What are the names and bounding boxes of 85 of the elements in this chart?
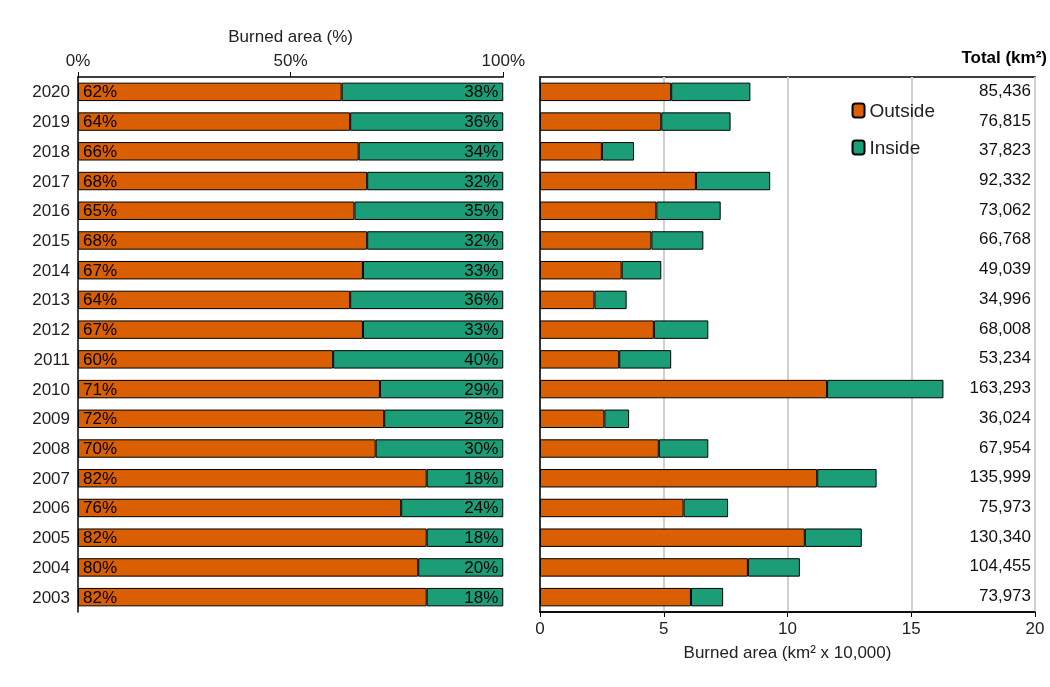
data-label: 68% — [83, 230, 118, 250]
y-tick-label: 2007 — [32, 468, 70, 488]
x-tick-label: 20 — [1025, 619, 1045, 638]
y-tick-label: 2008 — [32, 439, 70, 459]
y-tick-label: 2019 — [32, 112, 70, 132]
y-tick-label: 2018 — [32, 141, 70, 161]
legend-label: Outside — [869, 100, 935, 121]
annotation: 163,293 — [969, 378, 1031, 398]
data-label: 36% — [464, 112, 499, 132]
data-label: 28% — [464, 409, 499, 429]
y-tick-label: 2016 — [32, 201, 70, 221]
data-label: 65% — [83, 201, 118, 221]
data-label: 66% — [83, 141, 118, 161]
y-tick-label: 2010 — [32, 379, 70, 399]
data-label: 34% — [464, 141, 499, 161]
data-label: 64% — [83, 112, 118, 132]
x-tick-label: 10 — [778, 619, 797, 638]
data-label: 35% — [464, 201, 499, 221]
y-tick-label: 2014 — [32, 260, 70, 280]
y-tick-label: 2012 — [32, 320, 70, 340]
data-label: 32% — [464, 171, 499, 191]
data-label: 36% — [464, 290, 499, 310]
data-label: 70% — [83, 439, 118, 459]
annotation: 73,973 — [979, 586, 1031, 606]
annotation: 104,455 — [969, 556, 1031, 576]
y-tick-label: 2004 — [32, 557, 70, 577]
data-label: 20% — [464, 557, 499, 577]
data-label: 40% — [464, 349, 499, 369]
data-label: 29% — [464, 379, 499, 399]
data-label: 60% — [83, 349, 118, 369]
x-axis-title: Burned area (%) — [228, 27, 353, 46]
annotation: 76,815 — [979, 110, 1031, 130]
data-label: 24% — [464, 498, 499, 518]
data-label: 18% — [464, 528, 499, 548]
annotation: 85,436 — [979, 80, 1031, 100]
data-label: 67% — [83, 260, 118, 280]
x-tick-label: 5 — [659, 619, 669, 638]
annotation: 130,340 — [969, 526, 1031, 546]
x-tick-label: 50% — [273, 51, 308, 70]
data-label: 71% — [83, 379, 118, 399]
data-label: 76% — [83, 498, 118, 518]
x-tick-label: 15 — [901, 619, 921, 638]
y-tick-label: 2011 — [33, 349, 70, 369]
data-label: 32% — [464, 230, 499, 250]
annotation: 49,039 — [979, 259, 1031, 279]
annotation: 75,973 — [979, 496, 1031, 516]
annotation: 92,332 — [979, 170, 1031, 190]
data-label: 72% — [83, 409, 118, 429]
y-tick-label: 2020 — [32, 82, 70, 102]
data-label: 30% — [464, 439, 499, 459]
y-tick-label: 2015 — [32, 230, 70, 250]
data-label: 33% — [464, 320, 499, 340]
y-tick-label: 2017 — [32, 171, 70, 191]
data-label: 64% — [83, 290, 118, 310]
data-label: 33% — [464, 260, 499, 280]
data-label: 62% — [83, 82, 118, 102]
data-label: 82% — [83, 587, 118, 607]
annotation: 135,999 — [969, 467, 1031, 487]
data-label: 18% — [464, 587, 499, 607]
annotation: 36,024 — [979, 407, 1031, 427]
y-tick-label: 2003 — [32, 587, 70, 607]
y-tick-label: 2005 — [32, 528, 70, 548]
annotation: 37,823 — [979, 140, 1031, 160]
data-label: 82% — [83, 468, 118, 488]
x-axis-title: Burned area (km² x 10,000) — [683, 643, 892, 662]
y-tick-label: 2013 — [32, 290, 70, 310]
annotation: 53,234 — [979, 348, 1031, 368]
data-label: 82% — [83, 528, 118, 548]
annotation: 34,996 — [979, 288, 1031, 308]
y-tick-label: 2006 — [32, 498, 70, 518]
data-label: 80% — [83, 557, 118, 577]
text: Total (km²) — [961, 48, 1047, 67]
data-label: 67% — [83, 320, 118, 340]
data-label: 18% — [464, 468, 499, 488]
legend-label: Inside — [869, 137, 921, 158]
annotation: 66,768 — [979, 229, 1031, 249]
y-tick-label: 2009 — [32, 409, 70, 429]
annotation: 67,954 — [979, 437, 1031, 457]
x-tick-label: 0% — [65, 51, 91, 70]
data-label: 68% — [83, 171, 118, 191]
annotation: 68,008 — [979, 318, 1031, 338]
data-label: 38% — [464, 82, 499, 102]
annotation: 73,062 — [979, 199, 1031, 219]
x-tick-label: 0 — [535, 619, 545, 638]
x-tick-label: 100% — [481, 51, 525, 70]
